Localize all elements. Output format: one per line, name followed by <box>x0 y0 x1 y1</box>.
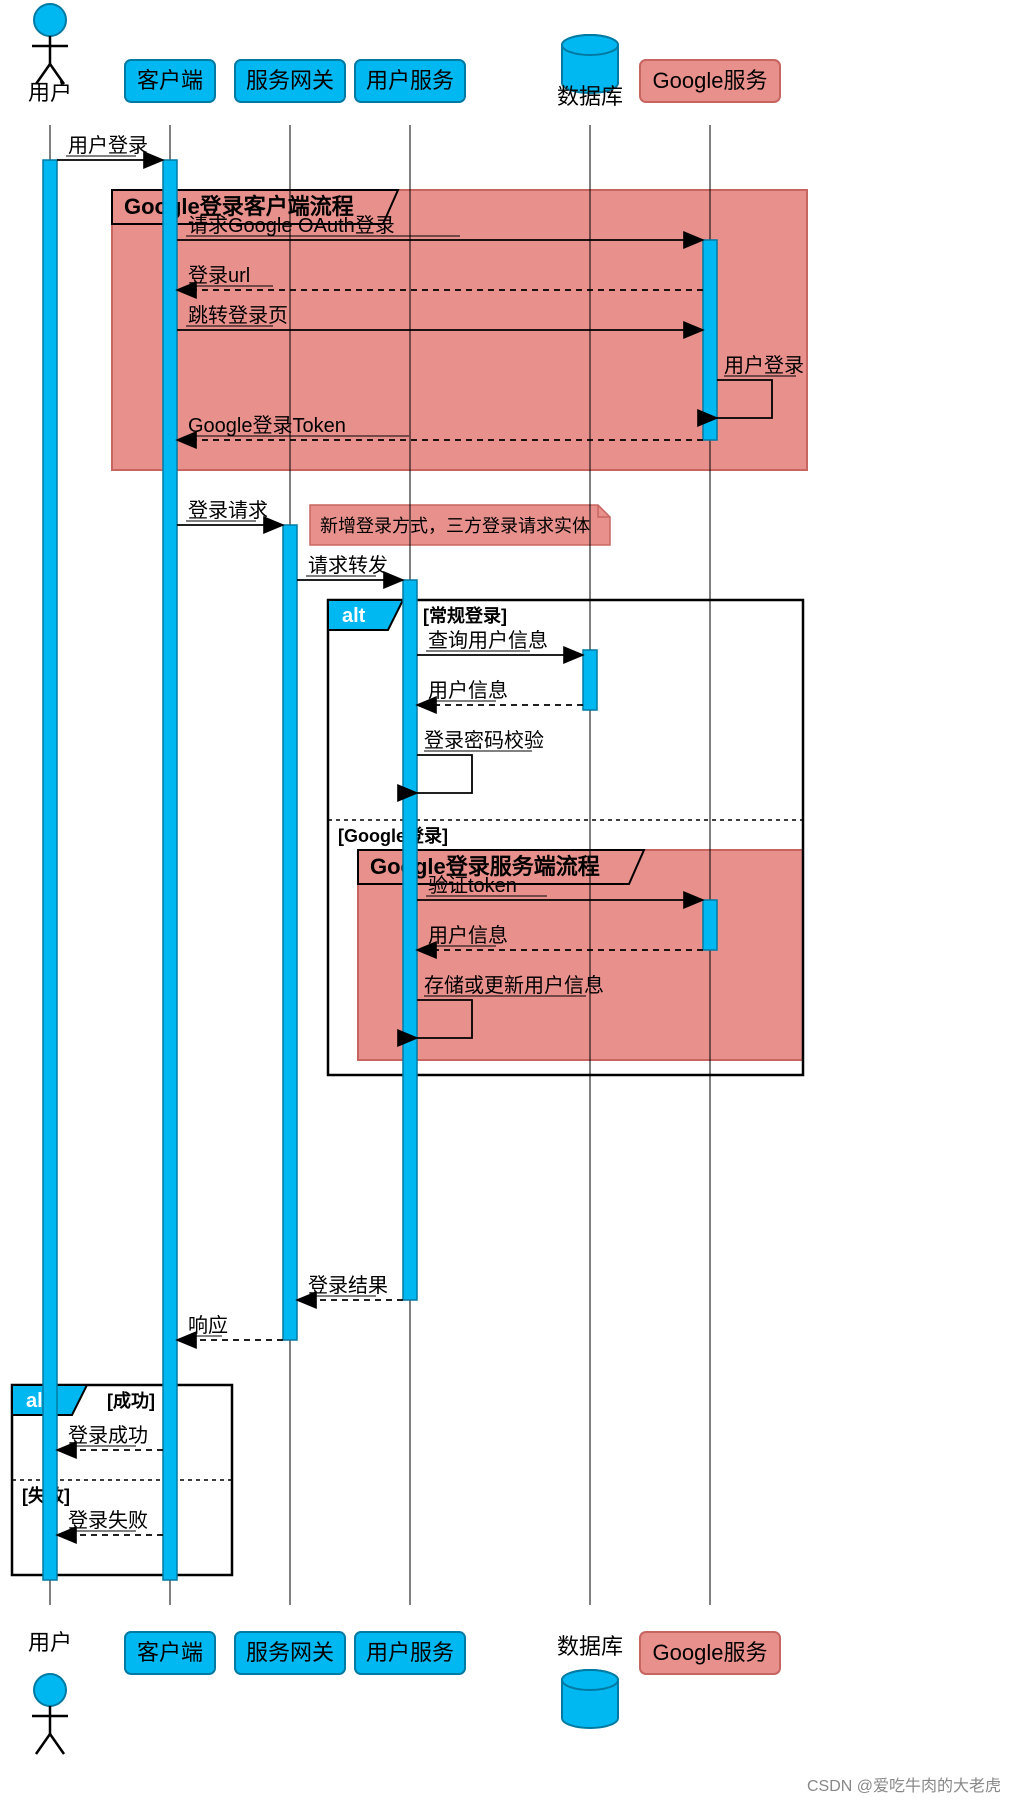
activation <box>403 580 417 1300</box>
message-label: 登录请求 <box>188 499 268 522</box>
alt-guard: [常规登录] <box>423 605 507 626</box>
message-label: 登录失败 <box>68 1509 148 1532</box>
actor-icon <box>34 1674 66 1706</box>
message-label: 请求转发 <box>308 554 388 577</box>
activation <box>283 525 297 1340</box>
message-label: 用户登录 <box>68 134 148 157</box>
participant-label: 客户端 <box>137 68 203 93</box>
participant-label: 服务网关 <box>246 68 334 93</box>
alt-label: alt <box>342 605 366 627</box>
message-label: 登录url <box>188 264 250 287</box>
alt-guard: [成功] <box>107 1390 155 1411</box>
message-label: 存储或更新用户信息 <box>424 974 604 997</box>
self-message <box>417 755 472 793</box>
message-label: 请求Google OAuth登录 <box>188 214 395 237</box>
message-label: 登录成功 <box>68 1424 148 1447</box>
message-label: 用户信息 <box>428 924 508 947</box>
activation <box>43 160 57 1580</box>
actor-icon <box>34 4 66 36</box>
participant-label: 服务网关 <box>246 1640 334 1665</box>
participant-label: 数据库 <box>557 1634 623 1659</box>
alt-guard: [Google登录] <box>338 825 448 846</box>
note-text: 新增登录方式，三方登录请求实体 <box>320 516 590 536</box>
message-label: 登录结果 <box>308 1274 388 1297</box>
activation <box>583 650 597 710</box>
participant-label: 用户 <box>28 1630 72 1655</box>
message-label: 用户信息 <box>428 679 508 702</box>
activation <box>163 160 177 1580</box>
message-label: 查询用户信息 <box>428 629 548 652</box>
sequence-diagram: Google登录客户端流程Google登录服务端流程alt[常规登录][Goog… <box>0 0 1021 1811</box>
message-label: 登录密码校验 <box>424 729 544 752</box>
message-label: 用户登录 <box>724 354 804 377</box>
message-label: 验证token <box>428 874 517 897</box>
participant-label: 数据库 <box>557 84 623 109</box>
activation <box>703 900 717 950</box>
message-label: Google登录Token <box>188 414 346 437</box>
watermark: CSDN @爱吃牛肉的大老虎 <box>807 1777 1001 1795</box>
participant-label: 用户 <box>28 80 72 105</box>
activation <box>703 240 717 440</box>
participant-label: Google服务 <box>653 1640 768 1665</box>
participant-label: Google服务 <box>653 68 768 93</box>
message-label: 响应 <box>188 1314 228 1337</box>
participant-label: 用户服务 <box>366 1640 454 1665</box>
participant-label: 用户服务 <box>366 68 454 93</box>
participant-label: 客户端 <box>137 1640 203 1665</box>
message-label: 跳转登录页 <box>188 304 288 327</box>
